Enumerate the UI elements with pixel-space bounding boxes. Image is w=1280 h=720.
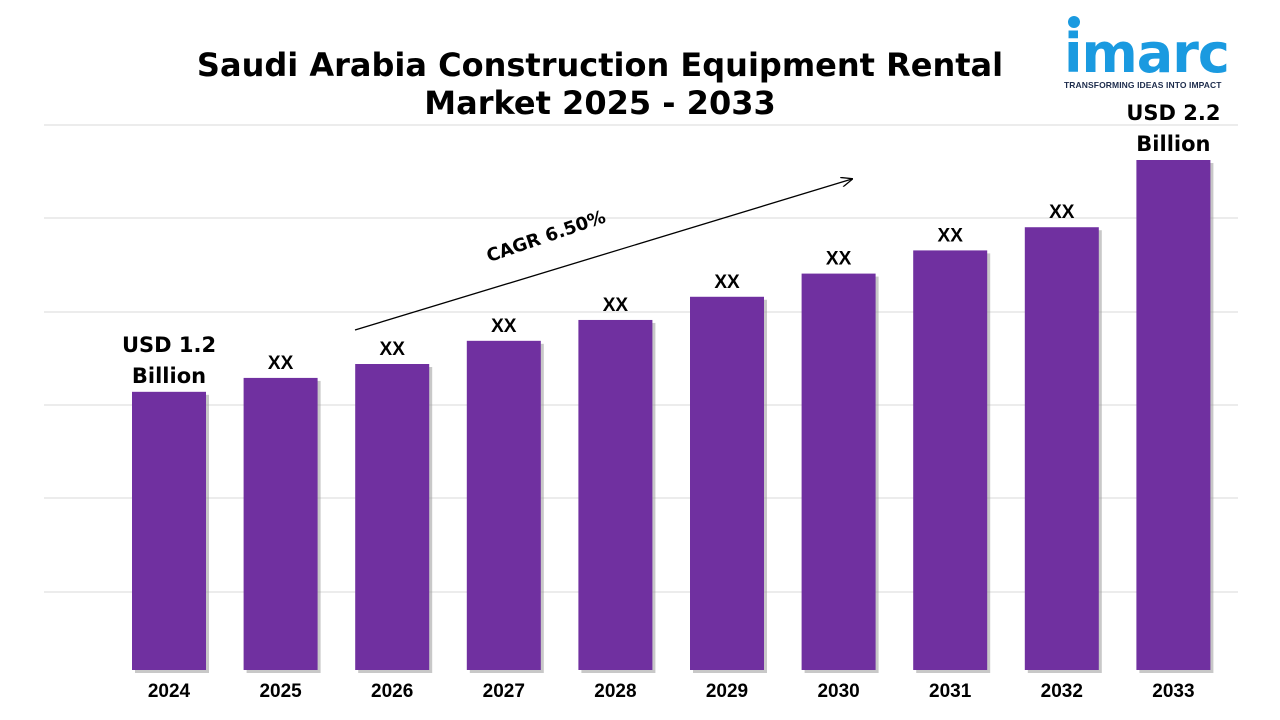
bar-2027 bbox=[466, 340, 541, 670]
x-tick-label: 2032 bbox=[1041, 681, 1083, 702]
x-tick-label: 2029 bbox=[706, 681, 748, 702]
x-tick-label: 2030 bbox=[817, 681, 859, 702]
x-tick-label: 2027 bbox=[483, 681, 525, 702]
data-label: XX bbox=[603, 295, 629, 316]
x-tick-labels: 2024 2025 2026 2027 2028 2029 2030 2031 2032 2033 bbox=[148, 681, 1195, 702]
data-label: XX bbox=[714, 272, 740, 293]
cagr-arrow bbox=[354, 179, 852, 331]
bar-2032 bbox=[1024, 227, 1099, 670]
x-tick-label: 2033 bbox=[1152, 681, 1194, 702]
data-labels: USD 1.2 Billion XX XX XX XX XX XX XX XX USD 2.2 Bil… bbox=[122, 101, 1221, 388]
x-tick-label: 2026 bbox=[371, 681, 413, 702]
bar-2026 bbox=[355, 364, 430, 670]
bar-2025 bbox=[243, 377, 318, 670]
data-label: XX bbox=[1049, 202, 1075, 223]
imarc-logo: imarc TRANSFORMING IDEAS INTO IMPACT bbox=[1062, 14, 1252, 94]
data-label: XX bbox=[491, 316, 517, 337]
data-label: XX bbox=[826, 249, 852, 270]
data-label: USD 1.2 Billion bbox=[122, 333, 216, 388]
x-tick-label: 2025 bbox=[259, 681, 302, 702]
bar-2029 bbox=[690, 296, 764, 670]
data-label: XX bbox=[380, 339, 406, 360]
bar-2033 bbox=[1136, 160, 1211, 670]
x-tick-label: 2031 bbox=[929, 681, 972, 702]
bar-2031 bbox=[913, 250, 988, 670]
bars bbox=[132, 160, 1214, 673]
x-tick-label: 2024 bbox=[148, 681, 191, 702]
data-label: XX bbox=[938, 225, 964, 246]
bar-2024 bbox=[132, 391, 206, 670]
bar-2028 bbox=[578, 319, 653, 670]
bar-2030 bbox=[801, 273, 876, 670]
logo-tagline: TRANSFORMING IDEAS INTO IMPACT bbox=[1064, 80, 1222, 90]
x-tick-label: 2028 bbox=[594, 681, 636, 702]
chart-title: Saudi Arabia Construction Equipment Rent… bbox=[196, 46, 1004, 122]
logo-wordmark: imarc bbox=[1064, 22, 1230, 85]
data-label: XX bbox=[268, 353, 294, 374]
cagr-label: CAGR 6.50% bbox=[484, 207, 609, 267]
data-label: USD 2.2 Billion bbox=[1126, 101, 1220, 156]
logo-dot bbox=[1068, 16, 1080, 28]
